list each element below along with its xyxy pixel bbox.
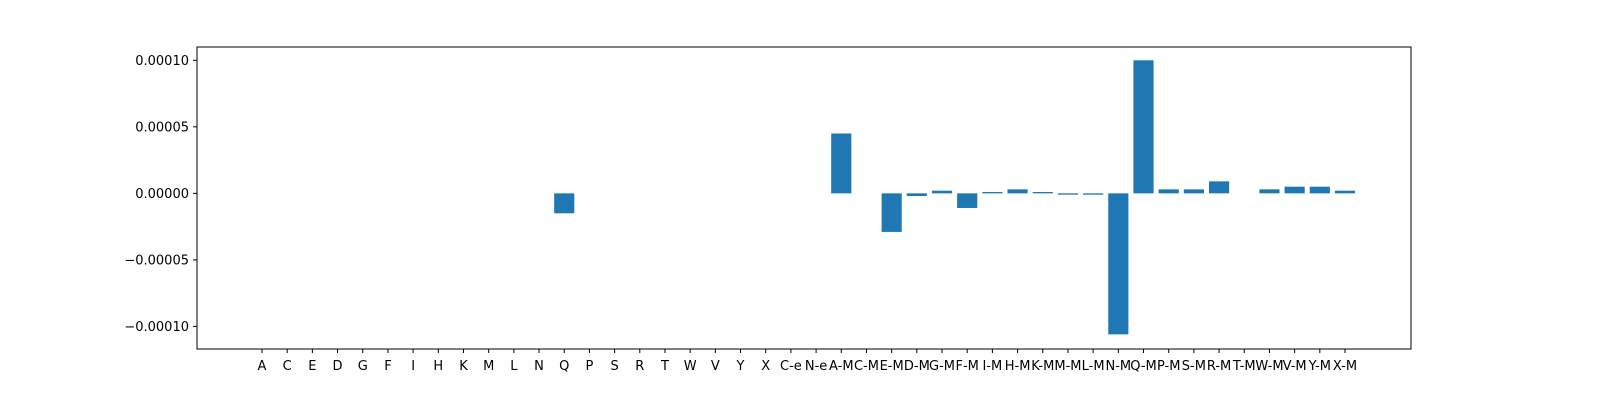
- bar-P-M: [1158, 189, 1179, 194]
- x-tick-label: H: [433, 359, 443, 374]
- x-tick-label: A: [258, 359, 267, 374]
- x-tick-label: T-M: [1232, 359, 1256, 374]
- x-tick-label: G-M: [929, 359, 955, 374]
- y-tick-label: 0.00005: [135, 120, 189, 135]
- x-tick-label: I: [411, 359, 415, 374]
- bar-H-M: [1007, 189, 1028, 194]
- x-tick-label: X: [761, 359, 770, 374]
- x-tick-label: T: [660, 359, 669, 374]
- bar-F-M: [957, 193, 978, 208]
- x-tick-label: L: [510, 359, 518, 374]
- x-tick-label: G: [358, 359, 368, 374]
- x-tick-label: F-M: [956, 359, 979, 374]
- x-tick-label: N: [534, 359, 544, 374]
- bar-Y-M: [1309, 186, 1330, 194]
- x-tick-label: R-M: [1207, 359, 1231, 374]
- x-tick-label: S-M: [1182, 359, 1206, 374]
- y-tick-label: 0.00000: [135, 187, 189, 202]
- bar-L-M: [1083, 193, 1104, 195]
- bar-E-M: [881, 193, 902, 232]
- y-tick-label: −0.00005: [124, 253, 189, 268]
- bar-W-M: [1259, 189, 1280, 194]
- bar-D-M: [906, 193, 927, 196]
- bar-K-M: [1032, 192, 1053, 194]
- x-tick-label: X-M: [1333, 359, 1357, 374]
- bar-V-M: [1284, 186, 1305, 194]
- x-tick-label: E: [308, 359, 316, 374]
- bar-A-M: [831, 133, 852, 194]
- bar-R-M: [1209, 181, 1230, 194]
- x-tick-label: S: [610, 359, 618, 374]
- x-tick-label: L-M: [1082, 359, 1105, 374]
- x-tick-label: Q-M: [1130, 359, 1157, 374]
- x-tick-label: K-M: [1031, 359, 1054, 374]
- x-tick-label: H-M: [1005, 359, 1031, 374]
- x-tick-label: R: [635, 359, 644, 374]
- bar-S-M: [1183, 189, 1204, 194]
- x-tick-label: M-M: [1054, 359, 1081, 374]
- bar-I-M: [982, 192, 1003, 194]
- bar-N-M: [1108, 193, 1129, 335]
- x-tick-label: P-M: [1157, 359, 1180, 374]
- x-tick-label: M: [483, 359, 494, 374]
- x-tick-label: A-M: [829, 359, 854, 374]
- y-tick-label: 0.00010: [135, 54, 189, 69]
- x-tick-label: C-M: [854, 359, 879, 374]
- x-tick-label: F: [384, 359, 391, 374]
- plot-frame: [196, 46, 1412, 350]
- x-tick-label: C: [283, 359, 292, 374]
- x-tick-label: Y-M: [1308, 359, 1331, 374]
- x-tick-label: C-e: [780, 359, 802, 374]
- x-tick-label: V: [711, 359, 720, 374]
- x-tick-label: I-M: [983, 359, 1003, 374]
- y-tick-label: −0.00010: [124, 320, 189, 335]
- bar-Q: [554, 193, 575, 214]
- x-tick-label: V-M: [1283, 359, 1307, 374]
- x-tick-label: K: [459, 359, 468, 374]
- bar-G-M: [931, 190, 953, 194]
- x-tick-label: N-e: [805, 359, 827, 374]
- x-tick-label: N-M: [1106, 359, 1132, 374]
- x-tick-label: E-M: [880, 359, 904, 374]
- bar-X-M: [1334, 190, 1356, 194]
- x-tick-label: W: [684, 359, 697, 374]
- x-tick-label: Y: [736, 359, 745, 374]
- bar-M-M: [1057, 193, 1079, 195]
- x-tick-label: Q: [559, 359, 569, 374]
- x-tick-label: P: [585, 359, 593, 374]
- x-tick-label: D-M: [904, 359, 930, 374]
- x-tick-label: W-M: [1255, 359, 1283, 374]
- x-tick-label: D: [333, 359, 343, 374]
- bar-Q-M: [1133, 60, 1154, 194]
